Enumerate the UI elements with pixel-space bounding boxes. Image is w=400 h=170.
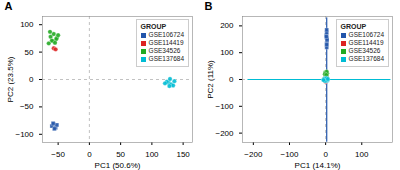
- svg-text:0: 0: [87, 150, 92, 159]
- html-text:GSE137684: GSE137684: [148, 55, 184, 62]
- svg-text:100: 100: [145, 150, 159, 159]
- html-text:GROUP: GROUP: [340, 23, 367, 30]
- svg-text:PC1 (50.6%): PC1 (50.6%): [95, 161, 141, 170]
- svg-text:−200: −200: [215, 129, 234, 138]
- svg-text:−50: −50: [51, 150, 65, 159]
- svg-text:−100: −100: [215, 102, 234, 111]
- svg-text:100: 100: [20, 20, 34, 29]
- svg-text:50: 50: [25, 48, 34, 57]
- html-text:GSE106724: GSE106724: [348, 31, 384, 38]
- svg-text:100: 100: [220, 48, 234, 57]
- svg-text:150: 150: [176, 150, 190, 159]
- svg-text:PC1 (14.1%): PC1 (14.1%): [295, 161, 341, 170]
- svg-text:B: B: [205, 0, 213, 12]
- svg-text:PC2 (11%): PC2 (11%): [206, 60, 215, 99]
- svg-text:0: 0: [323, 150, 328, 159]
- svg-text:−100: −100: [15, 130, 34, 139]
- svg-text:200: 200: [220, 21, 234, 30]
- html-text:GSE106724: GSE106724: [148, 31, 184, 38]
- svg-text:100: 100: [355, 150, 369, 159]
- svg-text:−100: −100: [280, 150, 299, 159]
- svg-text:A: A: [5, 0, 13, 12]
- html-text:GROUP: GROUP: [140, 23, 167, 30]
- svg-text:−50: −50: [20, 102, 34, 111]
- html-text:GSE114419: GSE114419: [348, 39, 384, 46]
- svg-text:−200: −200: [244, 150, 263, 159]
- svg-text:0: 0: [29, 75, 34, 84]
- html-text:GSE114419: GSE114419: [148, 39, 184, 46]
- html-text:GSE137684: GSE137684: [348, 55, 384, 62]
- svg-text:PC2 (23.5%): PC2 (23.5%): [6, 56, 15, 102]
- html-text:GSE34526: GSE34526: [148, 47, 181, 54]
- html-text:GSE34526: GSE34526: [348, 47, 381, 54]
- svg-text:50: 50: [116, 150, 125, 159]
- svg-text:0: 0: [229, 75, 234, 84]
